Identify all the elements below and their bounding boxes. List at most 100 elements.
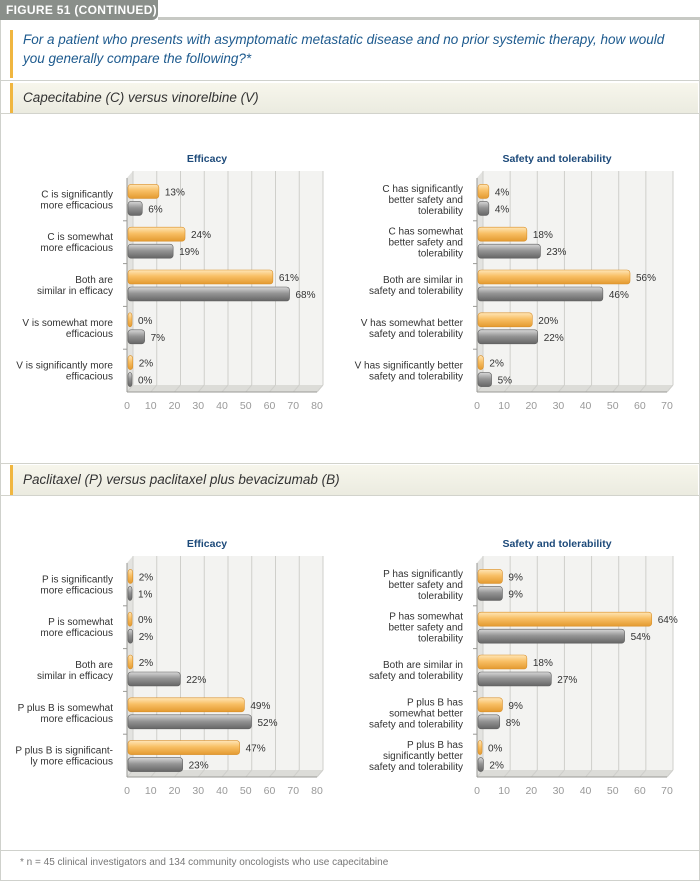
gridline-floor (666, 769, 674, 778)
data-label: 61% (279, 273, 299, 284)
data-label: 56% (636, 273, 656, 284)
chart-title: Safety and tolerability (502, 153, 611, 165)
figure-label: FIGURE 51 (CONTINUED) (0, 0, 158, 20)
data-label: 0% (488, 744, 503, 755)
chart-paclitaxel-efficacy: 0 10 20 30 40 50 60 70 80 Efficacy P is significan… (15, 538, 324, 797)
bar-series2 (477, 671, 552, 687)
data-label: 5% (498, 376, 513, 387)
plot-floor (477, 770, 673, 777)
data-label: 0% (138, 316, 153, 327)
data-label: 22% (186, 675, 206, 686)
bar-series1 (477, 226, 528, 242)
category-label: safety and tolerability (369, 719, 463, 730)
category-label: V is somewhat more (22, 318, 113, 329)
chart-3-group: 0 10 20 30 40 50 60 70 Safety and tolerability P … (369, 538, 678, 797)
chart-title: Safety and tolerability (502, 538, 611, 550)
gridline-floor (639, 384, 647, 393)
data-label: 54% (631, 632, 651, 643)
category-label: ly more efficacious (30, 757, 113, 768)
category-label: Both are (75, 275, 113, 286)
gridline-floor (316, 769, 324, 778)
category-label: better safety and (389, 623, 464, 634)
gridline-floor (558, 384, 565, 393)
gridline-floor (126, 384, 134, 393)
category-label: Both are similar in (383, 660, 463, 671)
data-label: 0% (138, 615, 153, 626)
x-tick-label: 70 (287, 785, 299, 797)
category-label: P has somewhat (389, 612, 463, 623)
data-label: 9% (508, 701, 523, 712)
category-label: better safety and (389, 238, 464, 249)
gridline-floor (503, 769, 511, 778)
bar-series2 (477, 714, 501, 730)
bar-series2 (127, 243, 174, 259)
data-label: 2% (139, 658, 154, 669)
bar-series1 (477, 697, 503, 713)
bar-series1 (127, 569, 134, 584)
bar-series2 (127, 628, 134, 644)
x-tick-label: 80 (311, 785, 323, 797)
category-label: somewhat better (389, 708, 464, 719)
bar-series1 (127, 226, 186, 242)
gridline-floor (666, 384, 674, 393)
data-label: 9% (508, 572, 523, 583)
chart-1-group: 0 10 20 30 40 50 60 70 Safety and tolerability C … (355, 153, 674, 412)
category-label: similar in efficacy (37, 286, 113, 297)
x-tick-label: 40 (580, 400, 592, 412)
x-tick-label: 30 (553, 785, 565, 797)
data-label: 47% (246, 744, 266, 755)
x-tick-label: 20 (525, 785, 537, 797)
plot-floor (477, 385, 673, 392)
section-title-capecitabine: Capecitabine (C) versus vinorelbine (V) (10, 83, 698, 113)
category-label: similar in efficacy (37, 671, 113, 682)
gridline-floor (245, 769, 253, 778)
x-tick-label: 40 (216, 400, 228, 412)
category-label: more efficacious (40, 714, 113, 725)
chart-0-group: 0 10 20 30 40 50 60 70 80 Efficacy C is significan… (16, 153, 324, 412)
footnote-divider (0, 850, 700, 851)
bar-series2 (127, 201, 143, 216)
category-label: safety and tolerability (369, 286, 463, 297)
category-label: V has significantly better (355, 361, 464, 372)
category-label: efficacious (66, 372, 113, 383)
bar-series2 (127, 372, 133, 387)
bar-series1 (477, 355, 484, 370)
x-tick-label: 50 (240, 400, 252, 412)
gridline-floor (316, 384, 324, 393)
data-label: 2% (139, 359, 154, 370)
x-tick-label: 40 (216, 785, 228, 797)
section-divider (0, 113, 700, 114)
data-label: 2% (489, 359, 504, 370)
bar-series2 (477, 329, 539, 345)
category-label: more efficacious (40, 628, 113, 639)
bar-series2 (477, 286, 604, 302)
gridline-floor (269, 384, 276, 393)
x-tick-label: 30 (192, 785, 204, 797)
gridline-floor (585, 769, 592, 778)
bar-series1 (127, 611, 133, 627)
gridline-floor (221, 384, 229, 393)
data-label: 23% (189, 761, 209, 772)
gridline-floor (585, 384, 592, 393)
category-label: better safety and (389, 195, 464, 206)
chart-paclitaxel-safety: 0 10 20 30 40 50 60 70 Safety and tolerability P … (369, 538, 678, 797)
x-tick-label: 0 (124, 785, 130, 797)
bar-series1 (127, 654, 134, 670)
bar-series2 (477, 628, 625, 644)
bar-series1 (477, 269, 631, 285)
bar-series1 (477, 184, 490, 199)
gridline-floor (612, 384, 620, 393)
gridline-floor (197, 769, 205, 778)
chart-2-group: 0 10 20 30 40 50 60 70 80 Efficacy P is significan… (15, 538, 324, 797)
gridline-floor (530, 384, 538, 393)
x-tick-label: 10 (498, 400, 510, 412)
chart-title: Efficacy (187, 153, 227, 165)
section-divider (0, 463, 700, 464)
data-label: 8% (506, 718, 521, 729)
category-label: tolerability (418, 634, 463, 645)
data-label: 2% (139, 572, 154, 583)
gridline-floor (174, 384, 181, 393)
data-label: 27% (557, 675, 577, 686)
category-label: P is somewhat (48, 617, 113, 628)
chart-title: Efficacy (187, 538, 227, 550)
